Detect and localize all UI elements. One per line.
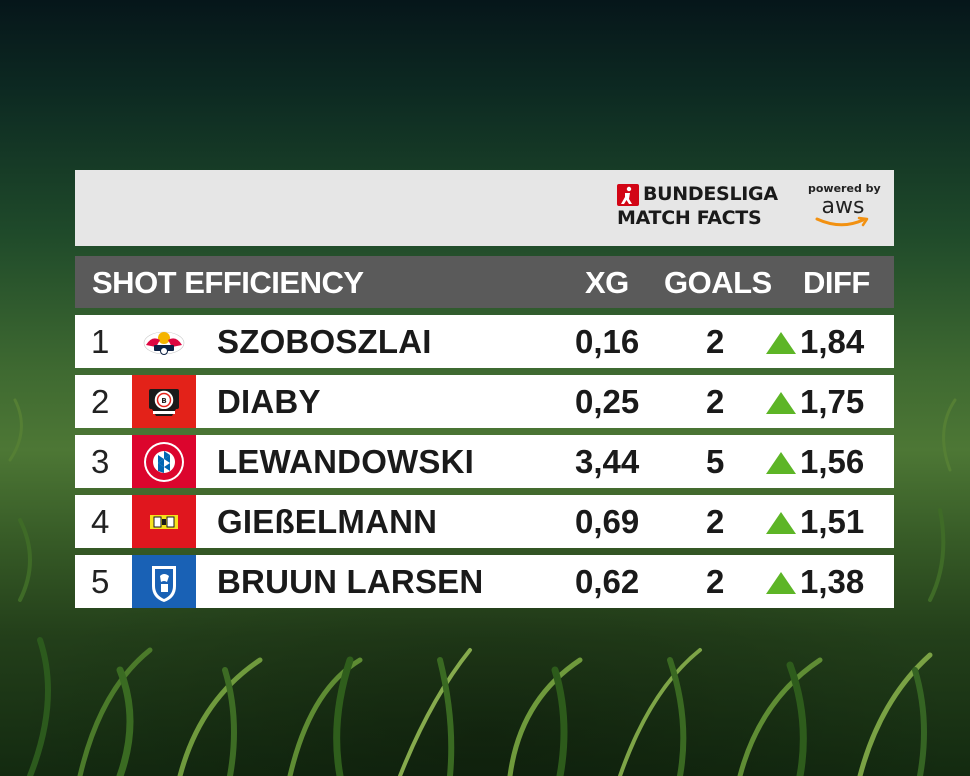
column-header-xg: XG [585, 265, 629, 300]
rank: 3 [91, 443, 110, 480]
rank: 2 [91, 383, 110, 420]
brand-bar: BUNDESLIGA MATCH FACTS powered by aws [75, 170, 894, 246]
table-row: 3 LEWANDOWSKI 3,44 5 1,56 [75, 435, 894, 488]
table-row: 5 BRUUN LARSEN 0,62 2 1,38 [75, 555, 894, 608]
up-arrow-icon [766, 392, 796, 414]
bayern-munich-crest-icon [132, 435, 196, 488]
column-header-goals: GOALS [664, 265, 772, 300]
svg-text:B: B [161, 397, 166, 405]
shot-efficiency-panel: BUNDESLIGA MATCH FACTS powered by aws SH… [75, 170, 894, 608]
up-arrow-icon [766, 572, 796, 594]
diff-value: 1,38 [800, 563, 865, 600]
bayer-leverkusen-crest-icon: B [132, 375, 196, 428]
xg-value: 0,25 [575, 383, 640, 420]
up-arrow-icon [766, 512, 796, 534]
goals-value: 2 [706, 563, 725, 600]
goals-value: 2 [706, 323, 725, 360]
player-name: LEWANDOWSKI [217, 443, 475, 480]
tsg-hoffenheim-crest-icon [132, 555, 196, 608]
up-arrow-icon [766, 452, 796, 474]
player-name: GIEßELMANN [217, 503, 438, 540]
column-header-diff: DIFF [803, 265, 870, 300]
aws-smile-icon [815, 216, 869, 227]
goals-value: 5 [706, 443, 725, 480]
diff-value: 1,56 [800, 443, 865, 480]
bundesliga-wordmark: BUNDESLIGA [643, 183, 778, 205]
table-row: 4 GIEßELMANN 0,69 2 1,51 [75, 495, 894, 548]
player-name: DIABY [217, 383, 321, 420]
player-name: BRUUN LARSEN [217, 563, 484, 600]
xg-value: 3,44 [575, 443, 640, 480]
rb-leipzig-crest-icon [132, 315, 196, 368]
rank: 1 [91, 323, 110, 360]
table-row: 1 SZOBOSZLAI 0,16 2 1,84 [75, 315, 894, 368]
diff-value: 1,84 [800, 323, 865, 360]
rank: 4 [91, 503, 110, 540]
aws-logo: powered by aws [808, 182, 881, 228]
table-row: 2 B DIABY 0,25 2 1,75 [75, 375, 894, 428]
goals-value: 2 [706, 503, 725, 540]
bundesliga-logo-icon [617, 184, 639, 206]
xg-value: 0,62 [575, 563, 640, 600]
up-arrow-icon [766, 332, 796, 354]
xg-value: 0,69 [575, 503, 640, 540]
table-title: SHOT EFFICIENCY [92, 265, 364, 300]
aws-wordmark: aws [821, 194, 865, 219]
xg-value: 0,16 [575, 323, 640, 360]
diff-value: 1,75 [800, 383, 865, 420]
table-header: SHOT EFFICIENCY XG GOALS DIFF [75, 256, 894, 308]
player-name: SZOBOSZLAI [217, 323, 432, 360]
rank: 5 [91, 563, 110, 600]
diff-value: 1,51 [800, 503, 865, 540]
goals-value: 2 [706, 383, 725, 420]
match-facts-wordmark: MATCH FACTS [617, 207, 762, 229]
powered-by-label: powered by [808, 182, 881, 195]
union-berlin-crest-icon [132, 495, 196, 548]
